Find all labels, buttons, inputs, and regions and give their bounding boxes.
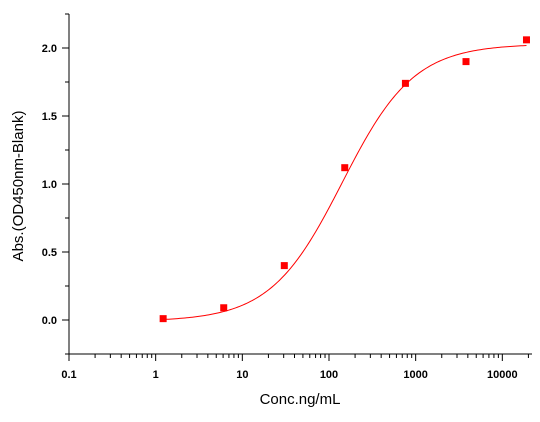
- data-points: [159, 36, 530, 323]
- x-tick-label: 0.1: [61, 369, 76, 381]
- data-point: [220, 304, 228, 312]
- data-point: [401, 79, 409, 87]
- data-point: [341, 164, 349, 172]
- y-axis: 0.0 0.5 1.0 1.5 2.0: [42, 13, 69, 355]
- fit-curve-layer: [163, 45, 527, 320]
- x-tick-label: 1: [153, 369, 159, 381]
- x-tick-label: 1000: [403, 369, 427, 381]
- y-tick-label: 1.0: [42, 179, 57, 191]
- x-tick-label: 10000: [487, 369, 518, 381]
- x-tick-label: 100: [320, 369, 338, 381]
- y-tick-label: 2.0: [42, 43, 57, 55]
- y-tick-label: 0.5: [42, 247, 57, 259]
- data-point: [522, 36, 530, 44]
- y-tick-label: 1.5: [42, 111, 57, 123]
- fit-curve: [163, 45, 527, 320]
- x-axis-title: Conc.ng/mL: [260, 391, 341, 408]
- x-tick-label: 10: [236, 369, 248, 381]
- data-point: [462, 58, 470, 66]
- x-axis: 0.1 1 10 100 1000 10000: [61, 354, 529, 381]
- y-tick-label: 0.0: [42, 315, 57, 327]
- data-point: [159, 315, 167, 323]
- data-point: [280, 262, 288, 270]
- y-axis-title: Abs.(OD450nm-Blank): [10, 111, 27, 262]
